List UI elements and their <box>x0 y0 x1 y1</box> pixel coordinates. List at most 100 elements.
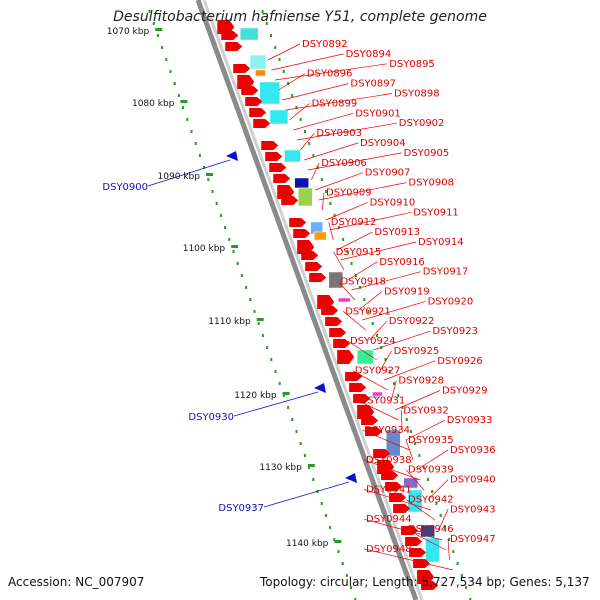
feature-dot <box>460 574 463 577</box>
forward-gene-label: DSY0904 <box>360 138 406 149</box>
scale-dot <box>299 442 302 445</box>
feature-box <box>298 187 313 207</box>
scale-dot <box>345 574 348 577</box>
forward-gene-label: DSY0897 <box>350 79 396 90</box>
forward-leader-line <box>336 231 373 251</box>
forward-leader-line <box>380 350 392 371</box>
forward-leader-line <box>416 449 449 471</box>
forward-leader-line <box>363 459 421 481</box>
forward-leader-line <box>362 429 410 451</box>
forward-gene-label: DSY0899 <box>312 98 358 109</box>
feature-dot <box>452 550 455 553</box>
forward-gene-arrow <box>405 537 423 546</box>
scale-label: 1100 kbp <box>183 244 226 254</box>
feature-dot <box>342 238 345 241</box>
forward-leader-line <box>307 152 402 171</box>
feature-dot <box>316 166 319 169</box>
forward-gene-label: DSY0922 <box>389 316 435 327</box>
forward-gene-label: DSY0939 <box>408 465 454 476</box>
forward-leader-line <box>347 340 377 361</box>
feature-dot <box>426 478 429 481</box>
gene-labels: DSY0900DSY0930DSY0937DSY0892DSY0894DSY08… <box>102 39 495 555</box>
scale-dot <box>219 214 222 217</box>
feature-dot <box>312 154 315 157</box>
forward-gene-label: DSY0910 <box>370 197 416 208</box>
forward-gene-label: DSY0927 <box>355 366 401 377</box>
scale-dot <box>274 370 277 373</box>
forward-gene-label: DSY0925 <box>394 346 440 357</box>
feature-dot <box>371 322 374 325</box>
forward-gene-arrow <box>241 86 259 95</box>
reverse-gene-label: DSY0900 <box>102 182 148 193</box>
feature-dot <box>270 34 273 37</box>
scale-dot <box>182 106 185 109</box>
reverse-gene-arrow <box>226 151 238 161</box>
forward-gene-label: DSY0933 <box>447 415 493 426</box>
forward-leader-line <box>383 360 436 381</box>
forward-leader-line <box>342 311 367 331</box>
scale-dot <box>257 322 260 325</box>
feature-dot <box>469 598 472 600</box>
forward-gene-arrow <box>373 449 391 458</box>
forward-gene-arrow <box>361 416 379 425</box>
scale-dot <box>312 478 315 481</box>
forward-leader-line <box>363 548 454 571</box>
genome-backbone <box>195 0 424 600</box>
feature-box <box>294 177 309 189</box>
forward-gene-label: DSY0944 <box>366 514 412 525</box>
feature-dot <box>320 178 323 181</box>
forward-gene-label: DSY0916 <box>379 257 425 268</box>
forward-gene-label: DSY0892 <box>302 39 348 50</box>
forward-gene-label: DSY0907 <box>365 168 411 179</box>
forward-leader-line <box>447 538 450 561</box>
forward-leader-line <box>405 419 445 441</box>
scale-dot <box>194 142 197 145</box>
scale-dot <box>156 34 159 37</box>
feature-box <box>284 149 301 163</box>
forward-gene-arrow <box>269 163 287 172</box>
scale-labels: 1070 kbp 1080 kbp 1090 kbp 1100 kbp 1110 kbp… <box>107 27 342 549</box>
accession-text: Accession: NC_007907 <box>8 575 145 589</box>
scale-label: 1120 kbp <box>234 391 277 401</box>
forward-leader-line <box>338 281 356 301</box>
feature-dot <box>278 58 281 61</box>
feature-dot <box>376 334 379 337</box>
feature-dot <box>456 562 459 565</box>
feature-dot <box>367 310 370 313</box>
feature-dot <box>329 202 332 205</box>
forward-gene-arrow <box>409 548 427 557</box>
forward-gene-label: DSY0923 <box>432 326 478 337</box>
reverse-leader-line <box>147 159 231 187</box>
forward-leader-line <box>328 222 334 241</box>
reverse-gene-arrow <box>345 473 357 483</box>
scale-dot <box>198 154 201 157</box>
scale-dot <box>291 418 294 421</box>
forward-leader-line <box>267 43 301 61</box>
scale-dot <box>320 502 323 505</box>
scale-dot <box>211 190 214 193</box>
forward-leader-line <box>438 509 449 531</box>
feature-box <box>328 271 344 289</box>
forward-gene-arrow <box>309 273 327 282</box>
forward-gene-arrow <box>301 251 319 260</box>
forward-gene-arrow <box>249 108 267 117</box>
scale-dotted-lines <box>148 10 472 600</box>
scale-dot <box>245 286 248 289</box>
forward-leader-line <box>357 400 399 421</box>
scale-dot <box>266 346 269 349</box>
forward-gene-arrow <box>353 394 371 403</box>
forward-gene-label: DSY0919 <box>384 287 430 298</box>
forward-gene-label: DSY0908 <box>408 178 454 189</box>
forward-gene-arrow <box>337 350 355 364</box>
forward-leader-line <box>289 103 310 121</box>
forward-gene-label: DSY0938 <box>366 455 412 466</box>
forward-gene-arrow <box>385 482 403 491</box>
feature-dot <box>443 526 446 529</box>
feature-dot <box>286 82 289 85</box>
forward-gene-label: DSY0917 <box>423 267 469 278</box>
forward-leader-line <box>363 489 432 511</box>
forward-leader-line <box>347 261 378 281</box>
forward-gene-label: DSY0901 <box>355 108 401 119</box>
